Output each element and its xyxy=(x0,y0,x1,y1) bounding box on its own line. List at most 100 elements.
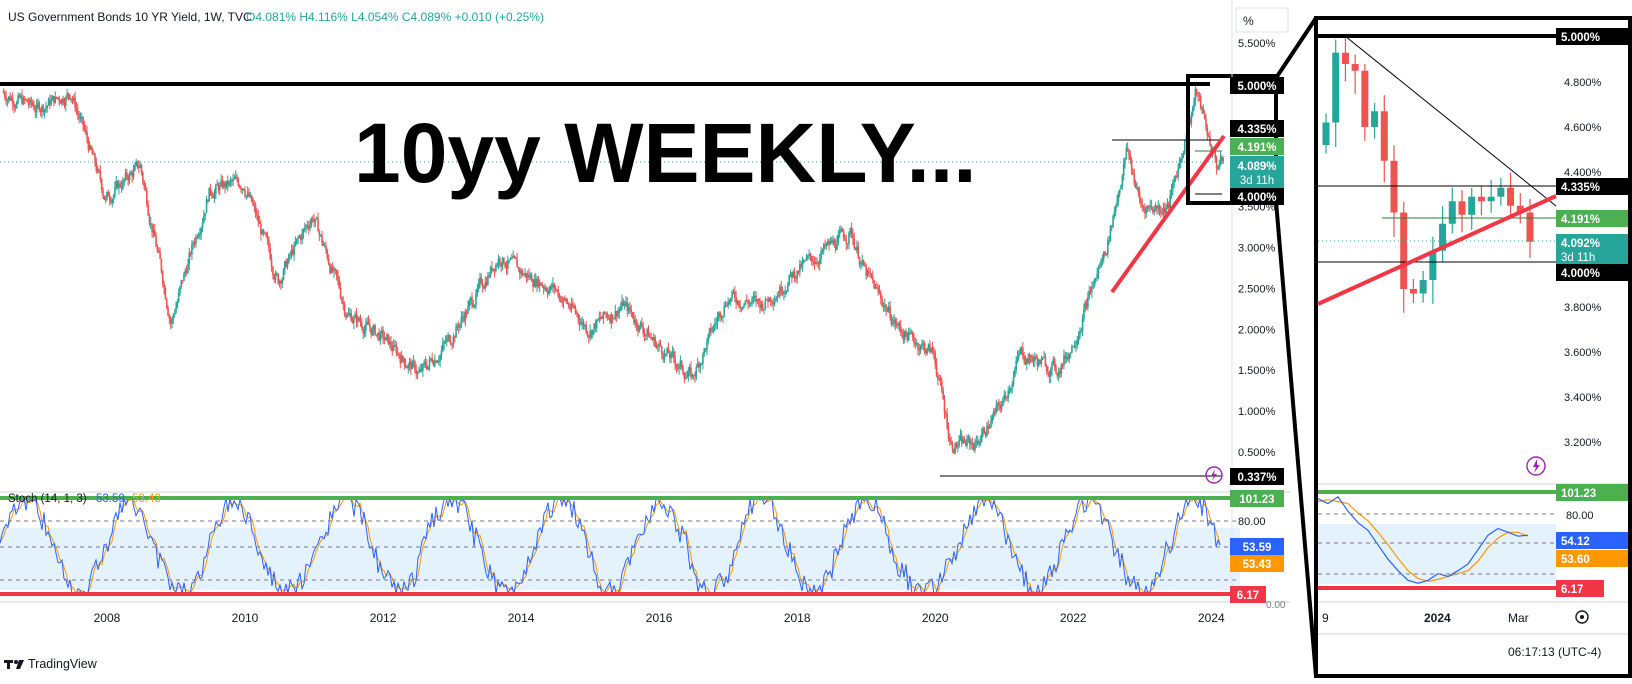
candle-body xyxy=(327,258,330,265)
candle-body xyxy=(23,98,26,100)
candle-body xyxy=(869,272,871,274)
candle-body xyxy=(1052,359,1055,363)
candle-body xyxy=(1150,205,1153,209)
unit-button-label: % xyxy=(1243,14,1254,28)
candle-body xyxy=(305,225,307,228)
candle-body xyxy=(1068,353,1071,360)
candle-body xyxy=(438,360,440,362)
candle-body xyxy=(990,421,992,428)
candle-body xyxy=(57,97,59,99)
stoch-band xyxy=(0,528,1240,590)
candle-body xyxy=(311,218,314,220)
settings-gear-icon[interactable] xyxy=(1575,610,1589,624)
candle-body xyxy=(250,195,253,202)
candle-body xyxy=(853,238,856,248)
candle-body xyxy=(372,325,375,331)
candle-body xyxy=(748,303,751,305)
inset-badge-stoch-k: 54.12 xyxy=(1556,532,1628,549)
symbol-title[interactable]: US Government Bonds 10 YR Yield, 1W, TVC xyxy=(8,10,252,24)
candle-body xyxy=(184,270,187,274)
badge-5000-label: 5.000% xyxy=(1237,81,1276,93)
brand-label[interactable]: TradingView xyxy=(28,657,98,671)
candle-body xyxy=(1023,355,1025,362)
stoch-tick-80: 80.00 xyxy=(1238,516,1266,528)
candle-body xyxy=(25,99,27,101)
candle-body xyxy=(1105,253,1108,255)
candle-body xyxy=(1051,362,1053,370)
candle-body xyxy=(751,298,753,303)
candle-body xyxy=(553,283,556,288)
inset-candle-body xyxy=(1419,280,1427,294)
inset-lightning-icon[interactable] xyxy=(1526,456,1546,476)
candle-body xyxy=(329,264,331,273)
candle-body xyxy=(366,321,368,324)
candle-body xyxy=(1112,216,1114,227)
inset-clock-time[interactable]: 06:17:13 (UTC-4) xyxy=(1508,645,1601,659)
candle-body xyxy=(464,312,467,321)
candle-body xyxy=(262,230,265,233)
inset-candle-body xyxy=(1439,223,1447,251)
candle-body xyxy=(902,334,905,340)
candle-body xyxy=(426,364,428,370)
inset-badge-countdown-label: 3d 11h xyxy=(1561,252,1595,264)
candle-body xyxy=(580,324,582,326)
candle-body xyxy=(781,291,784,294)
candle-body xyxy=(533,279,536,287)
candle-body xyxy=(1207,135,1210,137)
stoch-legend-name[interactable]: Stoch (14, 1, 3) xyxy=(8,493,87,505)
candle-body xyxy=(586,331,589,336)
candle-body xyxy=(394,344,396,346)
candle-body xyxy=(572,303,574,307)
inset-candle-body xyxy=(1458,201,1466,215)
candle-body xyxy=(47,99,50,106)
candle-body xyxy=(792,271,794,278)
candle-body xyxy=(521,270,524,275)
lightning-icon[interactable] xyxy=(1205,466,1223,484)
candle-body xyxy=(1092,286,1094,288)
candle-body xyxy=(691,374,694,377)
candle-body xyxy=(100,178,103,190)
candle-body xyxy=(724,305,727,307)
candle-body xyxy=(1153,210,1156,213)
candle-body xyxy=(1179,158,1182,163)
candle-body xyxy=(209,187,212,192)
candle-body xyxy=(662,353,664,360)
candle-body xyxy=(1221,156,1223,162)
candle-body xyxy=(611,314,614,319)
candle-body xyxy=(635,319,638,326)
candle-body xyxy=(367,321,370,325)
candle-body xyxy=(120,186,123,189)
candle-body xyxy=(1219,156,1222,166)
stoch-lines xyxy=(0,496,1221,596)
candle-body xyxy=(949,438,951,442)
candle-body xyxy=(941,381,943,391)
candle-body xyxy=(1209,136,1211,146)
inset-price-tick-label: 4.600% xyxy=(1564,122,1602,134)
candle-body xyxy=(1010,387,1012,391)
candle-body xyxy=(1193,101,1195,108)
candle-body xyxy=(168,315,171,320)
connector-line-top xyxy=(1274,16,1318,80)
candle-body xyxy=(1088,290,1090,298)
candle-body xyxy=(294,242,297,246)
inset-badge-last-label: 4.092% xyxy=(1561,238,1600,250)
candle-body xyxy=(1217,168,1219,170)
candle-body xyxy=(987,425,990,429)
candle-body xyxy=(240,187,242,190)
candle-body xyxy=(99,170,102,179)
inset-candle-body xyxy=(1477,196,1485,202)
inset-price-tick-label: 3.200% xyxy=(1564,437,1602,449)
candle-body xyxy=(803,260,805,263)
candle-body xyxy=(719,312,721,317)
candle-body xyxy=(260,223,262,235)
candle-body xyxy=(307,226,310,229)
unit-button[interactable] xyxy=(1235,7,1289,33)
candle-body xyxy=(1132,170,1134,175)
inset-badge-4335: 4.335% xyxy=(1556,178,1628,195)
inset-stoch-d-line xyxy=(1317,499,1529,582)
candle-body xyxy=(741,306,744,310)
candle-body xyxy=(414,361,416,370)
candle-body xyxy=(909,332,911,334)
time-axis[interactable]: 2008 2010 2012 2014 2016 2018 2020 2022 2024 xyxy=(94,611,1225,625)
candle-body xyxy=(76,110,79,115)
